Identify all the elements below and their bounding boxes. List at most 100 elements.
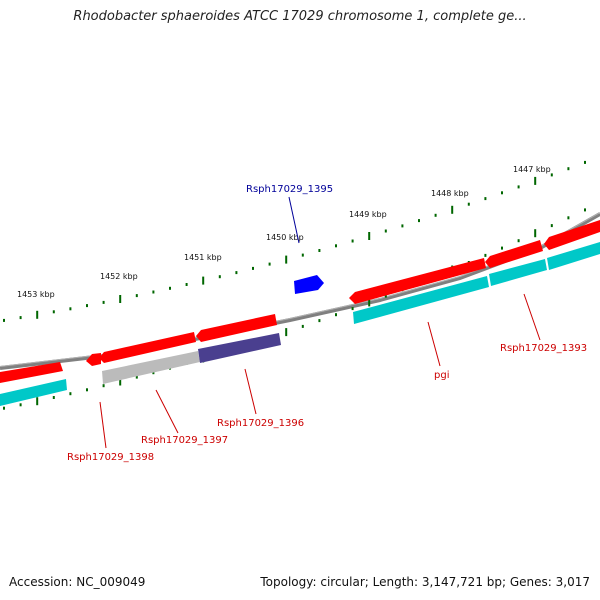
scale-dot — [52, 396, 55, 399]
scale-dot — [517, 185, 520, 189]
gene-feature[interactable] — [196, 314, 277, 342]
scale-dot — [235, 271, 238, 275]
gene-label-rsph17029-1396[interactable]: Rsph17029_1396 — [217, 418, 304, 429]
leader-line-pgi — [427, 321, 441, 367]
scale-dot — [550, 224, 553, 228]
scale-dot — [351, 239, 354, 243]
scale-tick-label: 1452 kbp — [100, 272, 138, 281]
map-title: Rhodobacter sphaeroides ATCC 17029 chrom… — [73, 9, 527, 24]
scale-dot — [567, 216, 570, 220]
scale-dot — [102, 384, 105, 388]
scale-dot — [384, 229, 387, 233]
leader-line-rsph1395 — [288, 196, 300, 244]
gene-label-rsph17029-1395[interactable]: Rsph17029_1395 — [246, 184, 333, 195]
scale-dot — [135, 375, 138, 379]
cds-feature[interactable] — [0, 379, 67, 406]
pseudogene-feature[interactable] — [102, 351, 200, 384]
scale-dot — [119, 295, 122, 303]
scale-dot — [335, 313, 337, 317]
scale-dot — [218, 275, 221, 279]
scale-dot — [36, 397, 39, 406]
scale-tick-label: 1451 kbp — [184, 253, 222, 262]
scale-dot — [418, 219, 420, 223]
scale-dot — [19, 403, 22, 407]
scale-dot — [3, 318, 5, 322]
scale-dot — [86, 304, 88, 308]
scale-dot — [152, 371, 155, 375]
scale-dot — [102, 300, 105, 304]
scale-dot — [351, 307, 354, 311]
outer-scale-dots — [3, 160, 586, 322]
scale-dot — [484, 253, 487, 257]
scale-dot — [135, 294, 138, 298]
gene-label-pgi[interactable]: pgi — [434, 370, 449, 381]
scale-dot — [384, 294, 387, 298]
gene-feature[interactable] — [349, 258, 486, 304]
scale-dot — [434, 213, 437, 217]
scale-dot — [584, 160, 586, 164]
scale-dot — [467, 202, 470, 206]
cds-feature[interactable] — [489, 259, 547, 286]
scale-dot — [169, 286, 171, 290]
cds-feature[interactable] — [353, 276, 489, 324]
scale-dot — [19, 316, 22, 320]
scale-dot — [52, 310, 55, 314]
scale-dot — [36, 310, 39, 319]
scale-dot — [301, 324, 304, 328]
scale-dot — [3, 406, 5, 410]
cds-feature[interactable] — [547, 242, 600, 270]
accession-text: Accession: NC_009049 — [9, 575, 146, 589]
scale-dot — [534, 176, 537, 185]
scale-dot — [550, 173, 553, 177]
scale-dot — [185, 283, 188, 286]
scale-dot — [335, 244, 337, 248]
scale-dot — [285, 255, 288, 264]
scale-tick-label: 1450 kbp — [266, 233, 304, 242]
gene-feature[interactable] — [99, 332, 196, 363]
scale-dot — [69, 307, 72, 311]
gene-feature[interactable] — [86, 353, 101, 366]
cds-features — [0, 242, 600, 406]
scale-dot — [567, 167, 570, 171]
selected-gene-rsph17029-1395[interactable] — [294, 275, 324, 294]
scale-dot — [268, 262, 271, 266]
scale-dot — [501, 246, 503, 250]
highlighted-feature[interactable] — [198, 333, 281, 363]
scale-tick-label: 1453 kbp — [17, 290, 55, 299]
scale-dot — [301, 253, 304, 257]
scale-dot — [501, 191, 503, 195]
scale-tick-label: 1449 kbp — [349, 210, 387, 219]
scale-dot — [69, 392, 72, 396]
gene-label-rsph17029-1398[interactable]: Rsph17029_1398 — [67, 452, 154, 463]
gene-label-rsph17029-1393[interactable]: Rsph17029_1393 — [500, 343, 587, 354]
forward-genes — [0, 220, 600, 383]
scale-dot — [584, 208, 586, 212]
scale-dot — [152, 290, 155, 294]
scale-dot — [517, 239, 520, 243]
scale-tick-label: 1448 kbp — [431, 189, 469, 198]
scale-dot — [451, 205, 454, 214]
scale-dot — [119, 377, 122, 386]
gene-feature[interactable] — [0, 362, 63, 383]
gene-feature[interactable] — [544, 220, 600, 250]
genome-summary-text: Topology: circular; Length: 3,147,721 bp… — [260, 575, 590, 589]
scale-dot — [318, 319, 321, 323]
scale-dot — [484, 197, 487, 201]
scale-dot — [202, 276, 205, 285]
scale-tick-label: 1447 kbp — [513, 165, 551, 174]
scale-dot — [318, 249, 321, 252]
scale-dot — [534, 229, 537, 238]
scale-dot — [401, 224, 404, 228]
leader-line-rsph1397 — [155, 389, 179, 434]
leader-line-rsph1396 — [244, 368, 257, 415]
gene-feature[interactable] — [485, 240, 543, 268]
gene-label-rsph17029-1397[interactable]: Rsph17029_1397 — [141, 435, 228, 446]
scale-dot — [368, 232, 371, 240]
scale-dot — [368, 298, 371, 307]
leader-line-rsph1393 — [523, 293, 541, 341]
leader-line-rsph1398 — [99, 401, 107, 449]
scale-dot — [285, 328, 288, 337]
scale-dot — [252, 266, 254, 270]
scale-dot — [86, 388, 88, 392]
